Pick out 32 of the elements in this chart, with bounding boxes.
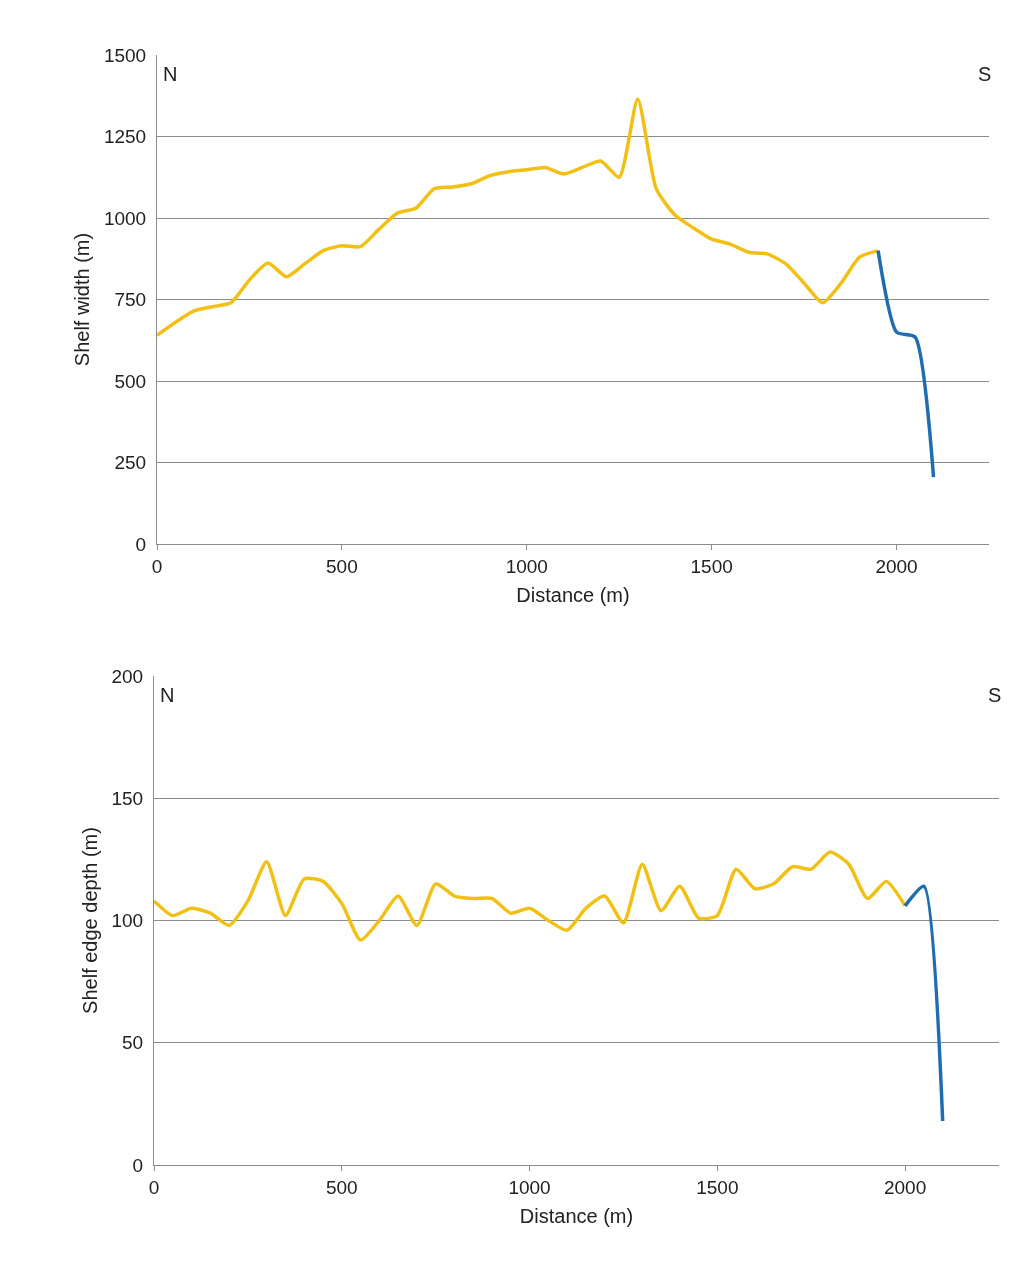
- y-tick-label: 250: [114, 452, 147, 474]
- y-tick-label: 750: [114, 289, 147, 311]
- x-tick-label: 500: [326, 555, 358, 577]
- y-tick-label: 50: [122, 1032, 144, 1054]
- x-tick-label: 1500: [696, 1176, 739, 1198]
- x-tick-label: 1000: [508, 1176, 551, 1198]
- y-tick-label: 150: [111, 787, 144, 809]
- annotation: S: [978, 63, 992, 85]
- x-tick-label: 2000: [883, 1176, 927, 1198]
- y-tick-label: 0: [132, 1154, 144, 1176]
- annotation: N: [163, 63, 178, 85]
- y-tick-label: 1500: [103, 44, 147, 66]
- annotation: N: [160, 684, 175, 706]
- y-tick-label: 200: [111, 665, 144, 687]
- x-axis-title: Distance (m): [519, 1205, 634, 1228]
- x-tick-label: 1000: [505, 555, 548, 577]
- line-series: [157, 97, 880, 338]
- x-tick-label: 1500: [690, 555, 733, 577]
- y-tick-label: 0: [135, 533, 147, 555]
- line-series: [876, 248, 936, 479]
- line-series: [154, 850, 907, 942]
- y-tick-label: 500: [114, 370, 147, 392]
- y-tick-label: 100: [111, 910, 144, 932]
- x-axis-title: Distance (m): [516, 584, 630, 607]
- annotation: S: [988, 684, 1002, 706]
- y-axis-title: Shelf width (m): [71, 232, 94, 367]
- y-axis-title: Shelf edge depth (m): [79, 827, 101, 1014]
- x-tick-label: 0: [151, 555, 163, 577]
- x-tick-label: 2000: [875, 555, 918, 577]
- x-tick-label: 500: [325, 1176, 358, 1198]
- y-tick-label: 1250: [103, 126, 147, 148]
- y-tick-label: 1000: [103, 207, 147, 229]
